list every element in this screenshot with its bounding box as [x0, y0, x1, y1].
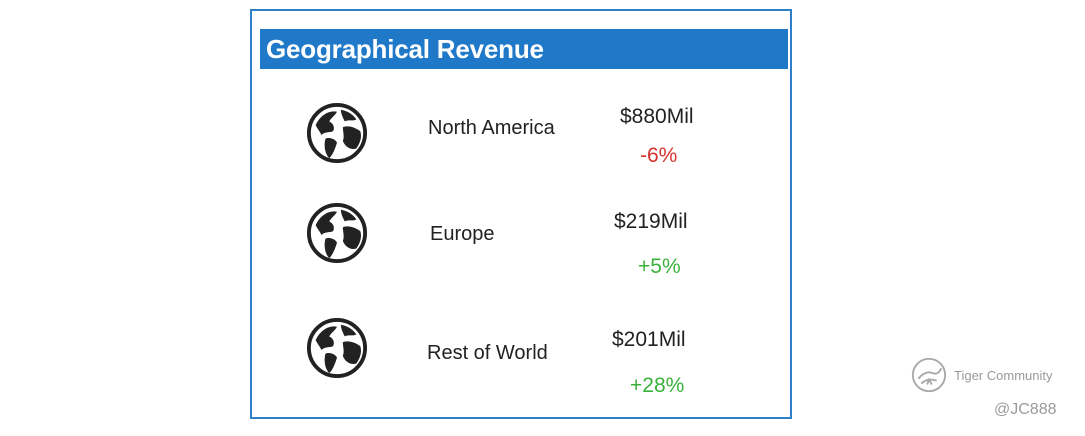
- region-amount: $201Mil: [612, 328, 686, 351]
- watermark: Tiger Community @JC888: [910, 356, 1070, 426]
- region-change: +28%: [630, 374, 685, 397]
- region-change: +5%: [638, 255, 681, 278]
- region-row: Europe $219Mil +5%: [252, 194, 790, 294]
- globe-icon: [306, 102, 368, 164]
- region-row: North America $880Mil -6%: [252, 89, 790, 189]
- geographical-revenue-card: Geographical Revenue North America $880M…: [250, 9, 792, 419]
- globe-icon: [306, 317, 368, 379]
- card-title: Geographical Revenue: [260, 29, 788, 69]
- region-row: Rest of World $201Mil +28%: [252, 303, 790, 403]
- globe-icon: [306, 202, 368, 264]
- region-change: -6%: [640, 144, 678, 167]
- region-amount: $880Mil: [620, 105, 694, 128]
- watermark-handle: @JC888: [994, 401, 1057, 418]
- region-amount: $219Mil: [614, 210, 688, 233]
- region-name: Rest of World: [427, 342, 548, 364]
- tiger-logo-icon: [911, 357, 947, 393]
- region-name: North America: [428, 117, 555, 139]
- region-name: Europe: [430, 223, 495, 245]
- watermark-brand: Tiger Community: [954, 368, 1053, 383]
